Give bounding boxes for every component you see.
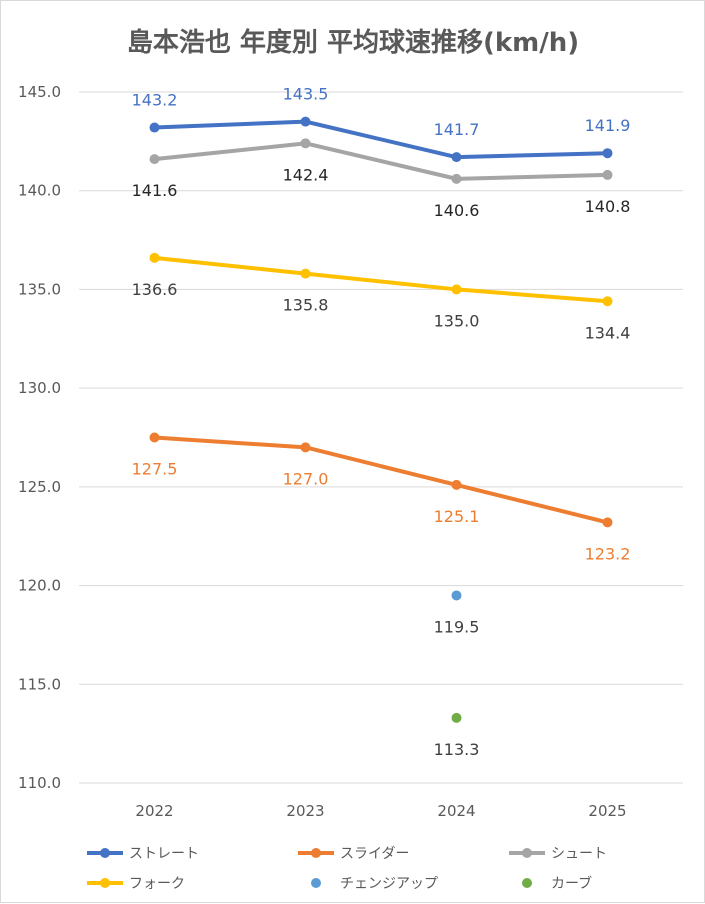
data-point (149, 432, 160, 443)
y-tick-label: 140.0 (18, 182, 61, 200)
legend-label: シュート (551, 846, 607, 862)
y-axis: 110.0 115.0 120.0 125.0 130.0 135.0 140.0 145.0 (18, 83, 61, 792)
legend-label: フォーク (129, 876, 185, 892)
legend-marker (100, 878, 110, 888)
plot-area: 143.2 143.5 141.7 141.9 127.5 127.0 125.1 123.2… (132, 85, 631, 759)
data-point (602, 296, 613, 307)
data-label: 119.5 (434, 617, 480, 636)
y-tick-label: 145.0 (18, 83, 61, 101)
data-point (451, 284, 462, 295)
series-2: 141.6 142.4 140.6 140.8 (132, 138, 631, 220)
data-label: 127.0 (283, 469, 329, 488)
legend-item: フォーク (87, 876, 185, 892)
series-0: 143.2 143.5 141.7 141.9 (132, 85, 631, 163)
legend-label: ストレート (129, 846, 199, 862)
series-line (152, 435, 610, 525)
legend-marker (522, 878, 532, 888)
data-point (451, 479, 462, 490)
y-tick-label: 135.0 (18, 280, 61, 298)
data-label: 143.2 (132, 91, 178, 110)
x-tick-label: 2023 (286, 802, 324, 820)
y-tick-label: 120.0 (18, 577, 61, 595)
y-tick-label: 125.0 (18, 478, 61, 496)
legend-marker (522, 848, 532, 858)
gridlines (79, 91, 683, 784)
legend-item: チェンジアップ (311, 876, 438, 892)
y-tick-label: 110.0 (18, 774, 61, 792)
y-tick-label: 115.0 (18, 675, 61, 693)
data-point (602, 169, 613, 180)
series-1: 127.5 127.0 125.1 123.2 (132, 432, 631, 563)
data-point (149, 122, 160, 133)
x-tick-label: 2025 (588, 802, 626, 820)
series-line (152, 119, 610, 160)
data-point (300, 442, 311, 453)
data-label: 143.5 (283, 85, 329, 104)
legend-marker (311, 878, 321, 888)
data-label: 140.6 (434, 201, 480, 220)
x-axis: 2022 2023 2024 2025 (135, 802, 626, 820)
legend-label: チェンジアップ (340, 876, 438, 892)
x-tick-label: 2024 (437, 802, 475, 820)
data-label: 140.8 (585, 197, 631, 216)
data-point (602, 517, 613, 528)
data-label: 134.4 (585, 323, 631, 342)
series-3: 136.6 135.8 135.0 134.4 (132, 252, 631, 342)
data-label: 136.6 (132, 280, 178, 299)
data-point (451, 712, 462, 723)
data-point (451, 590, 462, 601)
data-point (602, 148, 613, 159)
data-label: 113.3 (434, 740, 480, 759)
legend-item: シュート (509, 846, 607, 862)
legend-label: スライダー (340, 846, 409, 862)
data-label: 141.9 (585, 116, 631, 135)
chart-title: 島本浩也 年度別 平均球速推移(km/h) (127, 27, 579, 58)
legend-item: スライダー (298, 846, 409, 862)
data-label: 127.5 (132, 460, 178, 479)
legend-marker (311, 848, 321, 858)
legend-marker (100, 848, 110, 858)
data-label: 135.0 (434, 311, 480, 330)
data-label: 142.4 (283, 165, 329, 184)
y-tick-label: 130.0 (18, 379, 61, 397)
data-point (300, 138, 311, 149)
data-point (451, 152, 462, 163)
data-label: 123.2 (585, 544, 631, 563)
data-point (451, 173, 462, 184)
data-point (149, 252, 160, 263)
data-point (300, 268, 311, 279)
data-label: 135.8 (283, 296, 329, 315)
legend-item: カーブ (522, 875, 592, 892)
x-tick-label: 2022 (135, 802, 173, 820)
data-label: 141.6 (132, 181, 178, 200)
series-line (152, 141, 610, 181)
legend-label: カーブ (551, 875, 592, 892)
series-4: 119.5 (434, 590, 480, 636)
data-point (300, 116, 311, 127)
data-label: 141.7 (434, 120, 480, 139)
data-label: 125.1 (434, 507, 480, 526)
series-line (152, 255, 610, 304)
data-point (149, 154, 160, 165)
series-5: 113.3 (434, 712, 480, 759)
legend-item: ストレート (87, 846, 199, 862)
